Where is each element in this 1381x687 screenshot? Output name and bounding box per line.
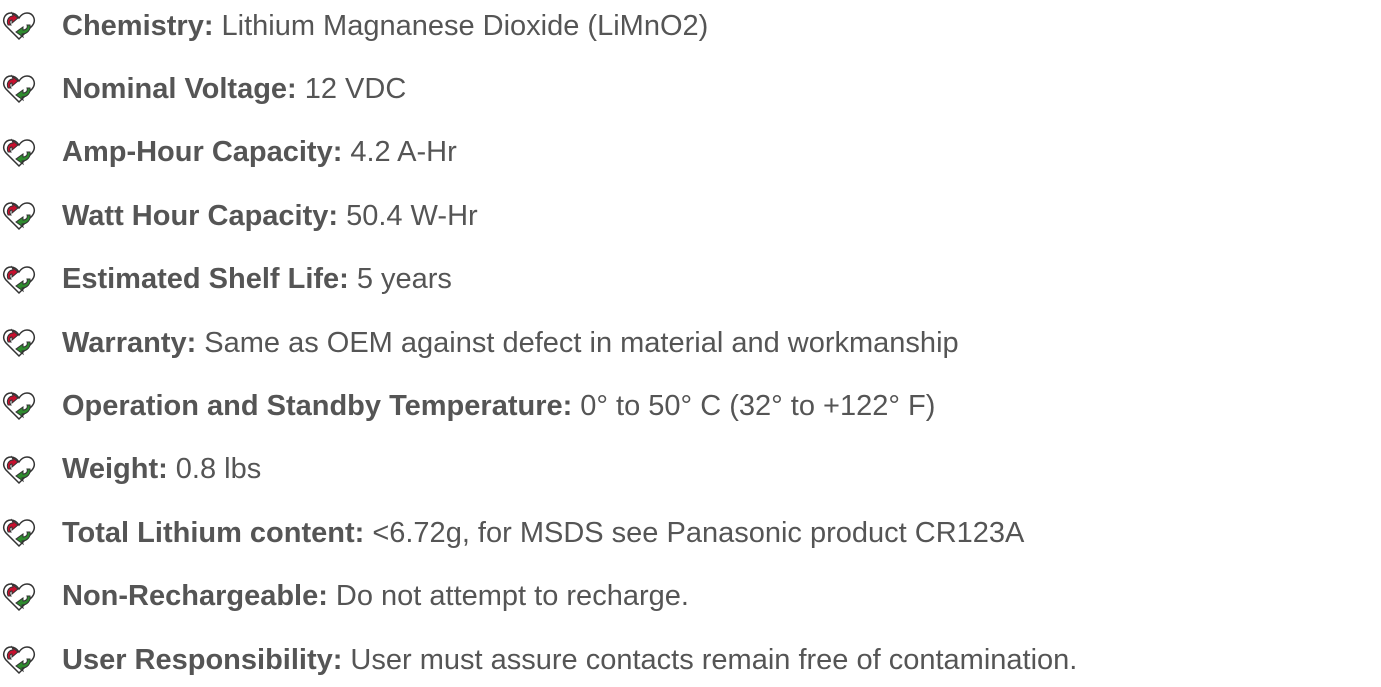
bullet-icon — [3, 518, 35, 548]
spec-value: 0.8 lbs — [175, 453, 262, 486]
spec-value: Do not attempt to recharge. — [335, 580, 689, 613]
spec-value: 50.4 W-Hr — [346, 199, 478, 232]
spec-value: 12 VDC — [304, 72, 407, 105]
spec-label: Operation and Standby Temperature: — [62, 389, 573, 422]
spec-value: 5 years — [356, 263, 452, 296]
spec-item: Weight: 0.8 lbs — [0, 450, 261, 490]
bullet-icon — [3, 138, 35, 167]
spec-item: Chemistry: Lithium Magnanese Dioxide (LiM… — [0, 6, 708, 46]
spec-label: Watt Hour Capacity: — [62, 199, 339, 232]
spec-item: Nominal Voltage: 12 VDC — [0, 69, 406, 109]
spec-label: Non-Rechargeable: — [62, 580, 328, 613]
spec-label: Chemistry: — [62, 9, 214, 42]
spec-value: 4.2 A-Hr — [350, 136, 457, 169]
spec-item: Warranty: Same as OEM against defect in m… — [0, 323, 959, 363]
bullet-icon — [3, 582, 35, 611]
spec-label: Weight: — [62, 453, 168, 486]
spec-value: Lithium Magnanese Dioxide (LiMnO2) — [221, 9, 709, 42]
bullet-icon — [3, 645, 35, 675]
spec-label: Estimated Shelf Life: — [62, 263, 349, 296]
bullet-icon — [3, 11, 35, 41]
spec-item: Watt Hour Capacity: 50.4 W-Hr — [0, 196, 478, 236]
spec-item: User Responsibility: User must assure con… — [0, 640, 1077, 680]
spec-label: Nominal Voltage: — [62, 72, 297, 105]
spec-item: Operation and Standby Temperature: 0° to … — [0, 386, 935, 426]
bullet-icon — [3, 328, 35, 358]
spec-value: Same as OEM against defect in material a… — [204, 326, 959, 359]
spec-value: User must assure contacts remain free of… — [350, 643, 1078, 676]
spec-value: <6.72g, for MSDS see Panasonic product C… — [372, 516, 1025, 549]
bullet-icon — [3, 391, 35, 421]
spec-item: Total Lithium content: <6.72g, for MSDS s… — [0, 513, 1024, 553]
spec-label: Total Lithium content: — [62, 516, 365, 549]
bullet-icon — [3, 74, 35, 104]
spec-label: Amp-Hour Capacity: — [62, 136, 343, 169]
spec-item: Amp-Hour Capacity: 4.2 A-Hr — [0, 133, 457, 173]
spec-label: User Responsibility: — [62, 643, 343, 676]
spec-label: Warranty: — [62, 326, 197, 359]
spec-item: Estimated Shelf Life: 5 years — [0, 260, 452, 300]
bullet-icon — [3, 201, 35, 231]
bullet-icon — [3, 455, 35, 484]
spec-item: Non-Rechargeable: Do not attempt to recha… — [0, 577, 689, 617]
bullet-icon — [3, 265, 35, 294]
spec-value: 0° to 50° C (32° to +122° F) — [580, 389, 936, 422]
